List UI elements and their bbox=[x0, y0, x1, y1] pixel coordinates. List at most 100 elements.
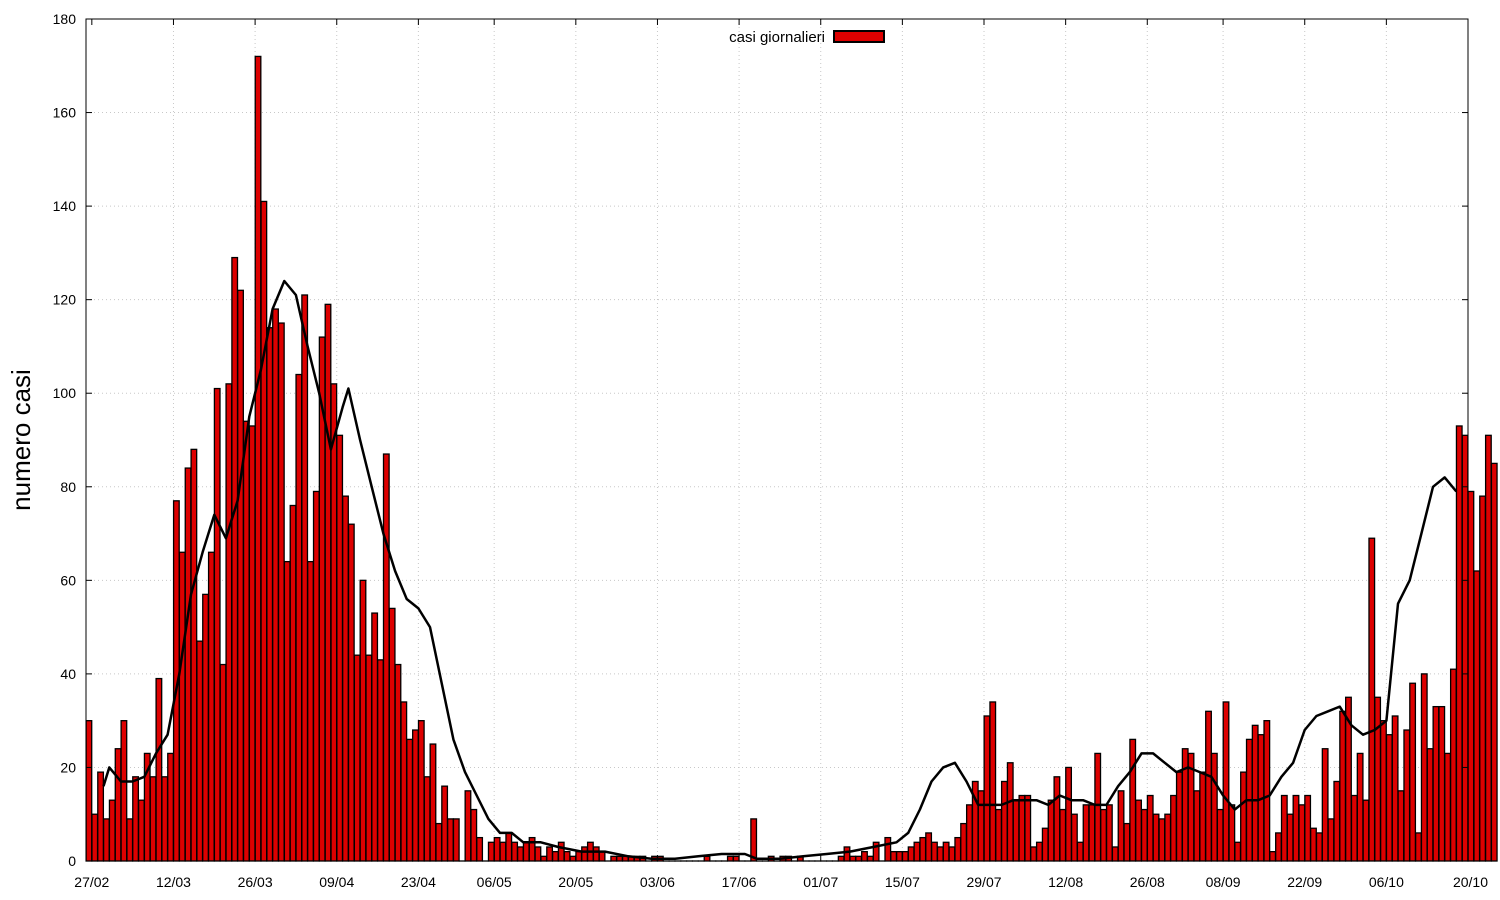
bar bbox=[1175, 771, 1183, 862]
y-tick-label: 20 bbox=[60, 759, 76, 775]
bar bbox=[1210, 752, 1218, 862]
bar bbox=[534, 846, 542, 862]
bar bbox=[382, 453, 390, 862]
bar bbox=[989, 701, 997, 862]
bar bbox=[1449, 668, 1457, 862]
y-tick-label: 160 bbox=[53, 105, 77, 121]
bar bbox=[1397, 790, 1405, 862]
bar bbox=[114, 748, 122, 862]
bar bbox=[1286, 813, 1294, 862]
bar bbox=[1263, 720, 1271, 862]
bar bbox=[499, 841, 507, 862]
bar bbox=[219, 663, 227, 862]
bar bbox=[1082, 804, 1090, 862]
bar bbox=[254, 55, 262, 862]
bar bbox=[324, 303, 332, 862]
bar bbox=[1269, 850, 1277, 862]
bar bbox=[884, 836, 892, 862]
bar bbox=[1205, 710, 1212, 862]
bar bbox=[149, 776, 157, 862]
bar bbox=[581, 846, 589, 862]
bar bbox=[266, 327, 274, 862]
trend-line bbox=[102, 279, 1458, 860]
bar bbox=[1088, 804, 1096, 862]
bar bbox=[1024, 794, 1032, 862]
bar bbox=[1379, 720, 1387, 862]
bar bbox=[1403, 729, 1411, 862]
bar bbox=[1012, 799, 1020, 862]
x-tick-label: 08/09 bbox=[1206, 874, 1241, 890]
x-tick-label: 06/10 bbox=[1369, 874, 1404, 890]
bar bbox=[1473, 570, 1481, 862]
bar bbox=[487, 841, 495, 862]
bar bbox=[242, 420, 250, 862]
bar bbox=[423, 776, 431, 862]
bar bbox=[207, 551, 215, 862]
legend-label: casi giornalieri bbox=[729, 29, 825, 46]
bar bbox=[1129, 738, 1137, 862]
bar bbox=[1356, 752, 1364, 862]
y-tick-label: 100 bbox=[53, 385, 77, 401]
bar bbox=[1240, 771, 1247, 862]
bar bbox=[563, 850, 571, 862]
bar bbox=[954, 836, 962, 862]
bar bbox=[289, 504, 297, 862]
bar bbox=[1152, 813, 1160, 862]
bar bbox=[1339, 710, 1347, 862]
bar bbox=[843, 846, 851, 862]
bar bbox=[417, 720, 425, 862]
x-tick-label: 17/06 bbox=[722, 874, 757, 890]
bar bbox=[1216, 808, 1224, 862]
bar bbox=[464, 790, 472, 862]
x-tick-label: 26/03 bbox=[238, 874, 273, 890]
x-tick-label: 12/03 bbox=[156, 874, 191, 890]
bar bbox=[1391, 715, 1399, 862]
bar bbox=[307, 560, 314, 862]
bar bbox=[1315, 832, 1323, 862]
bar bbox=[1490, 462, 1498, 862]
bar bbox=[155, 677, 163, 862]
bar bbox=[248, 425, 256, 862]
bar bbox=[1304, 794, 1312, 862]
y-tick-label: 140 bbox=[53, 198, 77, 214]
bar bbox=[1455, 425, 1463, 862]
bar bbox=[260, 200, 268, 862]
bar bbox=[1333, 780, 1341, 862]
bar bbox=[394, 663, 402, 862]
x-tick-label: 26/08 bbox=[1130, 874, 1165, 890]
bar bbox=[1432, 705, 1440, 862]
bar bbox=[505, 832, 513, 862]
y-tick-label: 120 bbox=[53, 292, 77, 308]
bar bbox=[126, 818, 134, 862]
bar bbox=[388, 607, 396, 862]
x-tick-label: 29/07 bbox=[966, 874, 1001, 890]
bar bbox=[861, 850, 868, 862]
bar bbox=[365, 654, 373, 862]
bar bbox=[1350, 794, 1358, 862]
bar bbox=[1251, 724, 1259, 862]
bar bbox=[429, 743, 437, 862]
bar bbox=[703, 855, 711, 862]
bar bbox=[406, 738, 414, 862]
bar bbox=[546, 846, 554, 862]
plot-frame bbox=[85, 18, 1469, 862]
bar bbox=[837, 855, 845, 862]
bar bbox=[213, 387, 221, 862]
bar bbox=[231, 256, 239, 862]
bar bbox=[190, 448, 198, 862]
bar bbox=[371, 612, 379, 862]
bar bbox=[1070, 813, 1078, 862]
bar bbox=[1461, 434, 1469, 862]
bar bbox=[342, 495, 349, 862]
y-tick-label: 40 bbox=[60, 666, 76, 682]
bar bbox=[1158, 818, 1166, 862]
bar bbox=[435, 822, 443, 862]
bar bbox=[359, 579, 367, 862]
bar bbox=[896, 850, 903, 862]
bar bbox=[1374, 696, 1382, 862]
bar bbox=[493, 836, 501, 862]
bar bbox=[1181, 748, 1189, 862]
bar bbox=[919, 836, 927, 862]
x-tick-label: 20/10 bbox=[1453, 874, 1488, 890]
bar bbox=[1222, 701, 1230, 862]
